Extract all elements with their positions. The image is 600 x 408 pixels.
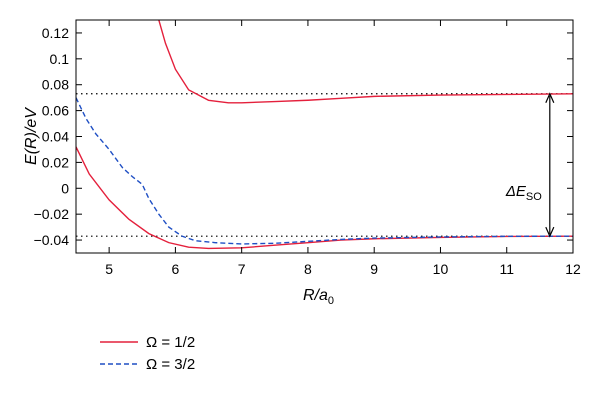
delta-eso-label: ΔESO <box>505 183 542 203</box>
series-line-1 <box>76 146 573 250</box>
y-tick-label: 0.12 <box>42 25 69 41</box>
x-tick-label: 11 <box>499 261 514 277</box>
y-tick-label: 0.02 <box>42 154 69 170</box>
y-tick-label: 0.04 <box>42 129 69 145</box>
x-axis-label: R/a0 <box>303 287 334 307</box>
plot-frame <box>75 19 574 254</box>
asymptote-layer <box>76 93 573 237</box>
y-tick-label: −0.04 <box>34 232 70 248</box>
series-line-2 <box>76 97 573 245</box>
legend-label: Ω = 1/2 <box>146 334 195 351</box>
legend-item: Ω = 3/2 <box>100 356 195 373</box>
annotation-layer: ΔESO <box>505 92 555 238</box>
series-line-0 <box>158 20 573 104</box>
x-tick-label: 12 <box>565 261 581 277</box>
y-tick-label: 0.06 <box>42 103 69 119</box>
arrow-down-icon <box>545 226 555 238</box>
x-tick-label: 7 <box>238 261 246 277</box>
axis-label-layer: R/a0E(R)/eV <box>23 107 334 307</box>
y-tick-label: 0 <box>61 180 69 196</box>
y-tick-label: 0.08 <box>42 77 69 93</box>
x-tick-label: 9 <box>370 261 378 277</box>
x-tick-label: 10 <box>433 261 449 277</box>
x-axis-label-main: R/a <box>303 287 328 304</box>
arrow-up-icon <box>545 92 555 104</box>
y-tick-label: −0.02 <box>34 206 70 222</box>
delta-eso-label-sub: SO <box>526 191 542 203</box>
y-axis-label: E(R)/eV <box>23 107 40 165</box>
x-tick-label: 8 <box>304 261 312 277</box>
x-axis-label-sub: 0 <box>328 295 334 307</box>
tick-layer: 5 6 7 8 9 10 11 12 −0.04 −0.02 0 0.02 0.04 0.06 0.08 0.… <box>34 20 581 277</box>
series-layer <box>76 20 573 250</box>
x-tick-label: 5 <box>105 261 113 277</box>
legend-label: Ω = 3/2 <box>146 356 195 373</box>
y-tick-label: 0.1 <box>50 51 70 67</box>
legend-item: Ω = 1/2 <box>100 334 195 351</box>
delta-eso-label-main: ΔE <box>505 183 527 200</box>
x-tick-label: 6 <box>172 261 180 277</box>
legend: Ω = 1/2 Ω = 3/2 <box>100 334 195 373</box>
